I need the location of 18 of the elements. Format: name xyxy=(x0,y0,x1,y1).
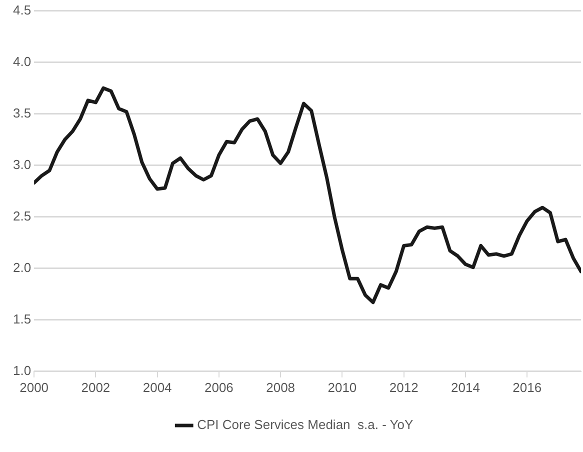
y-tick-label: 4.0 xyxy=(12,54,32,69)
x-tick-label: 2014 xyxy=(450,380,480,395)
x-tick-label: 2016 xyxy=(512,380,542,395)
y-tick-label: 1.5 xyxy=(12,311,32,326)
y-tick-label: 1.0 xyxy=(12,362,32,378)
x-tick-label: 2012 xyxy=(389,380,418,395)
x-tick-label: 2006 xyxy=(204,380,234,395)
x-tick-label: 2004 xyxy=(142,380,172,395)
x-tick-label: 2008 xyxy=(266,380,296,395)
x-tick-label: 2010 xyxy=(328,380,357,395)
x-tick-label: 2000 xyxy=(20,380,49,395)
x-tick-label: 2002 xyxy=(81,380,110,395)
y-tick-label: 2.0 xyxy=(12,260,32,275)
y-tick-label: 3.5 xyxy=(12,105,32,120)
legend-label: CPI Core Services Median s.a. - YoY xyxy=(197,417,414,432)
y-tick-label: 2.5 xyxy=(12,208,32,224)
y-tick-label: 3.0 xyxy=(12,156,32,172)
y-tick-label: 4.5 xyxy=(12,2,32,18)
